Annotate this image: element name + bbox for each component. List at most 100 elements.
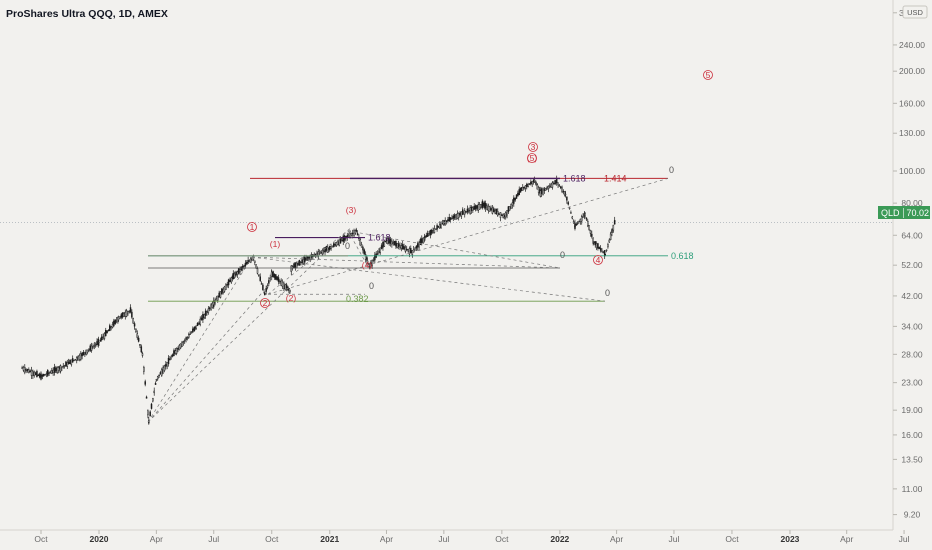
candle <box>53 363 56 376</box>
candle-body <box>550 183 552 188</box>
connector-line <box>147 285 269 423</box>
candle <box>268 277 270 286</box>
candle-body <box>306 256 309 261</box>
candle <box>580 214 583 225</box>
candle <box>280 278 282 287</box>
candle <box>478 201 481 211</box>
candle-body <box>250 257 252 263</box>
candle-body <box>597 243 599 249</box>
candle <box>611 228 613 237</box>
candle <box>363 248 366 255</box>
candle <box>587 218 589 228</box>
candle-body <box>561 187 563 193</box>
candle-body <box>88 349 90 351</box>
candle <box>81 351 83 360</box>
candle-body <box>163 365 166 371</box>
candle <box>444 217 446 226</box>
candle <box>469 205 471 215</box>
candle-body <box>322 250 325 252</box>
candle <box>488 205 491 212</box>
candle-body <box>468 210 470 212</box>
candle-body <box>598 246 601 249</box>
candle <box>75 356 78 364</box>
candle <box>169 355 171 361</box>
candle-body <box>236 271 239 275</box>
candle-body <box>335 242 338 246</box>
candle <box>578 220 580 224</box>
candle-body <box>544 187 547 191</box>
time-axis[interactable]: Oct 2020 Apr Jul Oct 2021 Apr Jul Oct 2022 Apr Jul O… <box>0 529 910 544</box>
candle-body <box>208 307 211 310</box>
candle <box>110 326 112 331</box>
candle <box>434 228 437 230</box>
candle-body <box>594 241 596 246</box>
candle-body <box>363 249 366 255</box>
price-tick-label: 64.00 <box>901 230 923 240</box>
candle-body <box>217 295 219 301</box>
candle <box>74 358 77 361</box>
wave-label-text: 1 <box>250 222 255 232</box>
candle <box>414 247 416 251</box>
candle <box>103 332 106 341</box>
candle-body <box>567 202 569 205</box>
candle <box>70 359 73 367</box>
candle <box>49 370 52 374</box>
candle <box>395 240 397 249</box>
candle-body <box>125 310 128 317</box>
candle <box>602 250 605 254</box>
candle <box>484 200 487 212</box>
candle-body <box>601 250 603 252</box>
candle <box>178 343 181 351</box>
candle-body <box>29 370 31 373</box>
candle-body <box>198 322 200 325</box>
chart-title: ProShares Ultra QQQ, 1D, AMEX <box>6 8 168 20</box>
candle <box>135 327 137 333</box>
candle-body <box>66 362 69 367</box>
candle <box>338 239 340 247</box>
candle <box>375 251 377 259</box>
candle-body <box>574 225 576 228</box>
level-label: 1.414 <box>604 173 627 183</box>
candle <box>473 203 475 210</box>
candle <box>376 250 379 255</box>
candle <box>451 214 453 220</box>
candle <box>139 343 141 348</box>
candle <box>555 175 558 186</box>
candle-body <box>77 355 79 361</box>
candle <box>520 187 523 191</box>
candle <box>200 315 203 321</box>
candle <box>136 330 139 340</box>
candle-body <box>555 178 558 184</box>
candle-body <box>387 238 389 245</box>
candle-body <box>106 330 108 334</box>
candle-body <box>103 333 106 339</box>
price-axis[interactable]: 300.00240.00200.00160.00130.00100.0080.0… <box>892 0 928 530</box>
candle <box>445 220 448 225</box>
candle-body <box>32 370 34 376</box>
candle <box>566 196 568 204</box>
candle-body <box>75 357 78 361</box>
candle <box>90 342 93 353</box>
candle <box>51 367 53 375</box>
candle-body <box>186 336 189 339</box>
candle-body <box>391 241 393 245</box>
candle <box>212 301 215 309</box>
candle <box>272 270 274 278</box>
candle <box>202 311 204 323</box>
candle-body <box>473 206 475 210</box>
price-tick-label: 13.50 <box>901 454 923 464</box>
candle-body <box>124 311 127 317</box>
connector-line <box>251 256 606 302</box>
candle <box>543 187 546 194</box>
candle <box>503 213 506 220</box>
candle-body <box>302 259 305 265</box>
candle-body <box>204 310 207 316</box>
candle-body <box>364 254 367 260</box>
wave-label-circle <box>593 255 603 265</box>
candle <box>62 362 64 369</box>
candle-body <box>179 343 182 349</box>
candle <box>270 269 273 281</box>
time-tick-label: Apr <box>380 534 393 544</box>
candle-body <box>440 222 442 229</box>
